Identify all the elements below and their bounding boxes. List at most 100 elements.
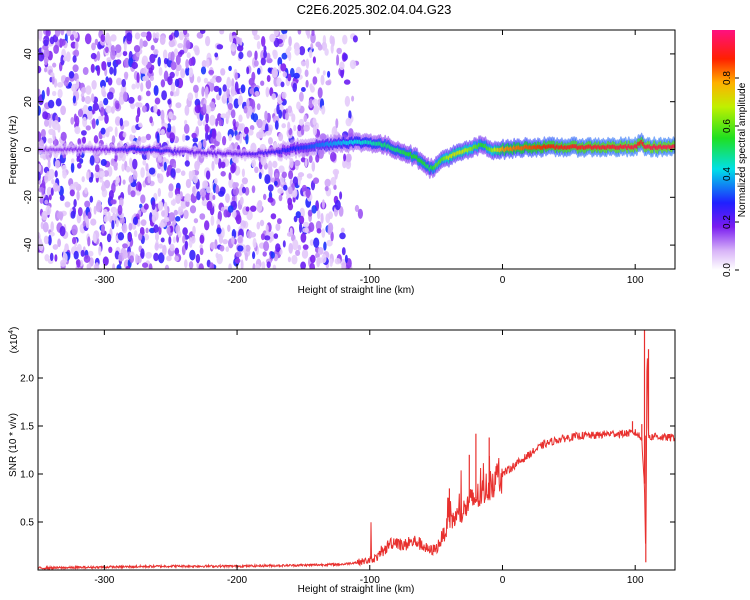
heatmap-speckle [86,263,92,269]
heatmap-speckle [114,126,118,138]
heatmap-speckle [276,104,280,115]
heatmap-speckle [155,32,160,39]
heatmap-speckle [203,77,208,84]
heatmap-speckle [140,31,148,38]
heatmap-speckle [272,160,278,168]
heatmap-speckle [175,216,181,222]
heatmap-speckle [87,109,93,120]
heatmap-speckle [223,91,227,100]
heatmap-speckle [212,194,216,200]
heatmap-speckle [186,52,191,59]
heatmap-speckle [84,187,88,194]
heatmap-speckle [195,253,201,264]
heatmap-speckle [112,263,116,269]
heatmap-speckle [175,168,181,174]
heatmap-speckle [321,253,327,264]
heatmap-speckle [191,132,197,139]
heatmap-speckle [194,160,200,171]
heatmap-speckle [64,201,71,208]
heatmap-speckle [231,210,237,218]
heatmap-speckle [220,171,226,177]
heatmap-speckle [153,48,159,55]
heatmap-speckle [320,212,324,224]
heatmap-speckle [132,216,139,225]
heatmap-speckle [131,61,138,70]
heatmap-speckle [174,78,180,88]
snr-frame [37,329,676,571]
heatmap-speckle [210,215,215,226]
heatmap-speckle [228,134,232,142]
heatmap-speckle [269,33,276,43]
heatmap-speckle [192,174,198,184]
heatmap-speckle [304,158,308,168]
heatmap-speckle [168,190,174,199]
heatmap-speckle [122,91,128,102]
colorbar-label: Normalized spectral amplitude [737,82,748,217]
heatmap-speckle [142,159,147,166]
heatmap-speckle [44,173,49,184]
heatmap-speckle [305,30,310,36]
heatmap-speckle [156,173,161,179]
heatmap-speckle [303,114,308,123]
heatmap-speckle [264,110,268,121]
heatmap-speckle [111,220,115,230]
heatmap-speckle [317,247,324,255]
heatmap-speckle [321,105,326,115]
heatmap-speckle [168,236,172,245]
heatmap-speckle [153,252,159,262]
heatmap-speckle [161,90,168,101]
heatmap-speckle [95,201,102,213]
heatmap-speckle [175,102,182,109]
heatmap-speckle [87,236,91,247]
heatmap-speckle [301,61,307,67]
heatmap-speckle [104,179,111,189]
heatmap-speckle [148,167,156,175]
heatmap-speckle [62,170,67,179]
heatmap-speckle [168,34,173,41]
heatmap-speckle [170,199,176,206]
heatmap-speckle [94,262,100,269]
heatmap-speckle [271,93,277,100]
heatmap-speckle [101,61,107,71]
svg-text:(x104): (x104) [8,327,20,354]
heatmap-speckle [201,86,205,97]
heatmap-speckle [131,83,136,90]
heatmap-speckle [175,69,179,77]
heatmap-speckle [313,106,318,115]
heatmap-speckle [279,249,283,255]
heatmap-speckle [225,111,230,120]
heatmap-speckle [274,120,279,130]
heatmap-speckle [248,77,255,86]
heatmap-speckle [293,124,297,132]
heatmap-speckle [140,194,146,204]
heatmap-speckle [301,249,309,259]
heatmap-speckle [84,200,91,208]
heatmap-speckle [208,69,215,75]
heatmap-speckle [277,218,282,225]
heatmap-speckle [352,35,358,43]
heatmap-speckle [138,182,142,192]
heatmap-speckle [157,56,161,67]
heatmap-speckle [312,56,316,64]
heatmap-speckle [82,116,88,128]
colorbar-tick-label: 0.6 [722,119,733,133]
heatmap-speckle [209,114,216,126]
heatmap-speckle [237,236,243,244]
heatmap-speckle [215,118,219,127]
heatmap-speckle [94,38,99,46]
heatmap-speckle [82,104,89,115]
heatmap-speckle [60,30,65,36]
heatmap-speckle [310,85,315,93]
heatmap-speckle [89,195,94,203]
heatmap-speckle [92,102,100,112]
heatmap-speckle [47,160,51,169]
heatmap-speckle [173,209,178,216]
heatmap-speckle [230,164,236,174]
heatmap-speckle [143,233,150,241]
heatmap-speckle [122,50,128,57]
heatmap-speckle [52,120,60,131]
heatmap-speckle [115,59,122,65]
heatmap-x-tick-label: -100 [360,275,380,286]
heatmap-speckle [108,246,113,253]
heatmap-speckle [42,221,49,233]
